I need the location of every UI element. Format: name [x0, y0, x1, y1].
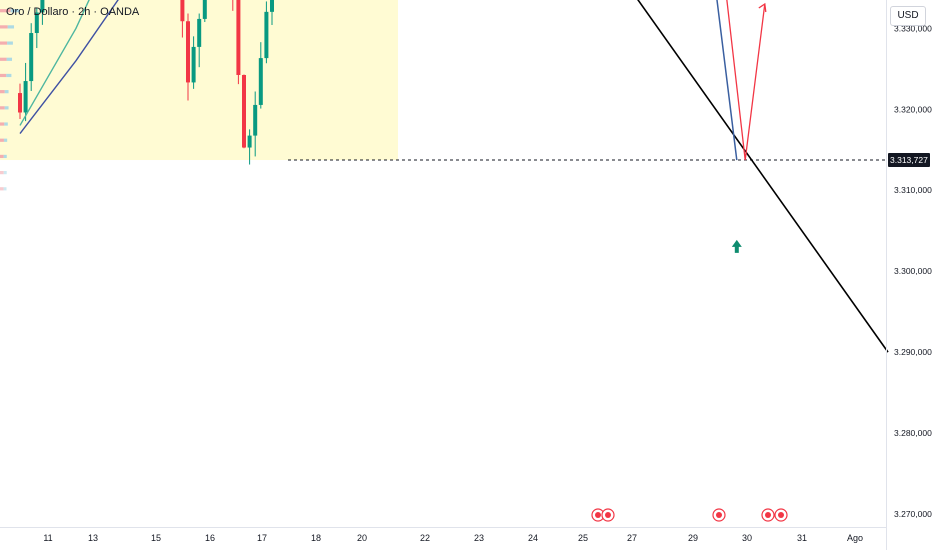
volume-profile-bar — [0, 171, 4, 175]
volume-profile-bar — [7, 25, 15, 29]
x-tick-label: 22 — [420, 533, 430, 543]
y-tick-label: 3.280,000 — [894, 428, 932, 438]
candle-body — [34, 12, 39, 34]
candle-body — [247, 135, 252, 148]
event-icon-dot — [778, 512, 784, 518]
projection-arrow-head — [758, 2, 767, 13]
x-tick-label: 30 — [742, 533, 752, 543]
target-price-label-bg — [888, 153, 930, 168]
candle-body — [180, 0, 185, 22]
volume-profile-bar — [7, 41, 13, 45]
event-icon-dot — [716, 512, 722, 518]
candle-body — [258, 58, 263, 105]
volume-profile-bar — [3, 187, 7, 191]
volume-profile-bar — [3, 138, 8, 142]
candle-body — [23, 81, 28, 113]
candle-body — [186, 21, 190, 83]
volume-profile-bar — [4, 122, 8, 126]
x-tick-label: 13 — [88, 533, 98, 543]
candle-body — [270, 0, 274, 12]
candle-body — [29, 33, 34, 82]
volume-profile-bar — [0, 187, 4, 191]
candle-body — [40, 0, 45, 13]
volume-profile-bar — [0, 73, 7, 78]
candle-body — [18, 93, 22, 113]
volume-profile-bar — [0, 57, 7, 61]
x-tick-label: 18 — [311, 533, 321, 543]
up-arrow-icon — [731, 239, 742, 253]
x-tick-label: 27 — [627, 533, 637, 543]
y-tick-label: 3.300,000 — [894, 266, 932, 276]
chart-title: Oro / Dollaro · 2h · OANDA — [6, 6, 140, 18]
volume-profile-bar — [6, 57, 13, 61]
candle-body — [236, 0, 241, 75]
x-tick-label: 29 — [688, 533, 698, 543]
y-tick-label: 3.270,000 — [894, 509, 932, 519]
x-tick-label: 16 — [205, 533, 215, 543]
volume-profile-bar — [0, 138, 4, 142]
volume-profile-bar — [0, 25, 8, 29]
y-tick-label: 3.330,000 — [894, 23, 932, 33]
volume-profile-bar — [3, 154, 7, 159]
x-tick-label: 17 — [257, 533, 267, 543]
x-tick-label: 24 — [528, 533, 538, 543]
y-tick-label: 3.320,000 — [894, 104, 932, 114]
candle-body — [197, 18, 202, 47]
event-icon-dot — [605, 512, 611, 518]
volume-profile-bar — [0, 154, 4, 159]
target-price-label: 3.313,727 — [890, 155, 928, 165]
volume-profile-bar — [0, 90, 5, 94]
price-axis-divider — [886, 0, 887, 550]
x-tick-label: 11 — [43, 533, 52, 543]
x-tick-label: 31 — [797, 533, 807, 543]
volume-profile-bar — [6, 73, 12, 78]
volume-profile-bar — [4, 106, 9, 110]
volume-profile-bar — [0, 106, 5, 110]
x-tick-label: 20 — [357, 533, 367, 543]
candle-body — [253, 104, 258, 136]
volume-profile-bar — [10, 9, 20, 13]
candle-body — [264, 11, 269, 59]
x-tick-label: 25 — [578, 533, 588, 543]
event-icon-dot — [765, 512, 771, 518]
x-tick-label: 23 — [474, 533, 484, 543]
y-tick-label: 3.310,000 — [894, 185, 932, 195]
volume-profile-bar — [3, 171, 7, 175]
volume-profile-bar — [0, 9, 11, 13]
volume-profile-bar — [0, 41, 8, 45]
volume-profile-bar — [0, 122, 5, 126]
candle-body — [202, 0, 207, 19]
candle-body — [191, 46, 196, 83]
trendline — [637, 0, 889, 353]
x-tick-label: 15 — [151, 533, 161, 543]
time-axis-divider — [0, 527, 886, 528]
x-tick-label: Ago — [847, 533, 863, 543]
projection-bounce-path — [726, 0, 766, 161]
currency-button[interactable]: USD — [890, 6, 926, 26]
volume-profile-bar — [4, 90, 9, 94]
ema-slow-line — [19, 0, 119, 134]
candle-body — [242, 74, 246, 148]
event-icon-dot — [595, 512, 601, 518]
projection-path — [716, 0, 738, 161]
y-tick-label: 3.290,000 — [894, 347, 932, 357]
